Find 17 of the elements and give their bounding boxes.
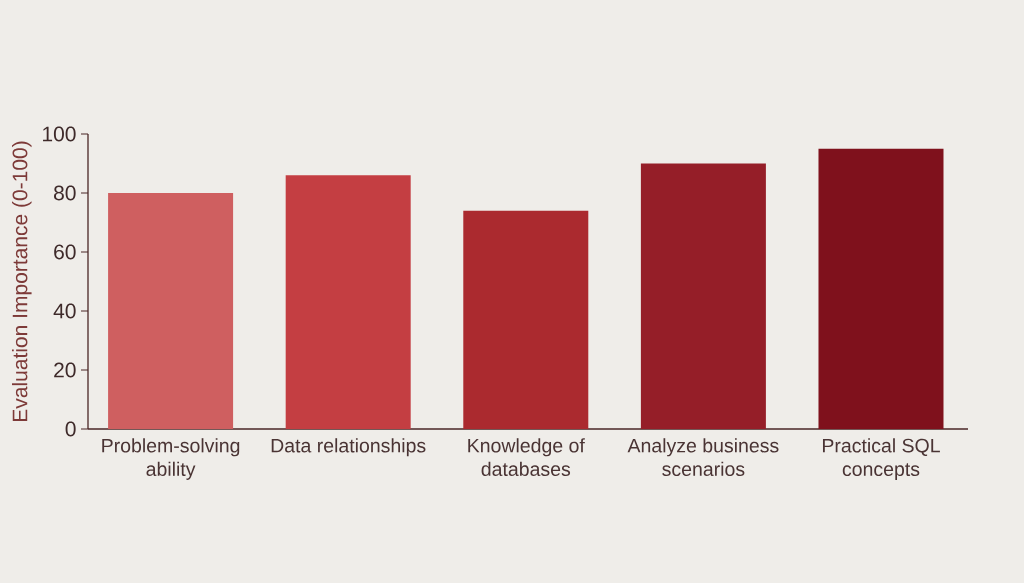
x-tick-label: Practical SQL concepts bbox=[822, 438, 940, 480]
y-tick-label: 40 bbox=[53, 303, 76, 319]
bar bbox=[640, 163, 766, 429]
y-tick-label: 20 bbox=[54, 362, 76, 378]
y-axis-title: Evaluation Importance (0-100) bbox=[11, 141, 32, 422]
bar bbox=[463, 210, 589, 429]
x-tick-label: Knowledge of databases bbox=[468, 438, 585, 477]
y-tick-label: 60 bbox=[54, 244, 76, 260]
y-tick-label: 80 bbox=[54, 185, 76, 201]
bar bbox=[818, 148, 944, 429]
x-tick-label: Data relationships bbox=[271, 438, 426, 457]
bar bbox=[108, 193, 234, 429]
x-tick-label: Analyze business scenarios bbox=[627, 438, 779, 477]
x-tick-label: Problem-solving ability bbox=[102, 438, 240, 480]
y-tick-label: 100 bbox=[43, 126, 76, 142]
bar bbox=[285, 175, 411, 429]
y-tick-label: 0 bbox=[65, 421, 76, 437]
